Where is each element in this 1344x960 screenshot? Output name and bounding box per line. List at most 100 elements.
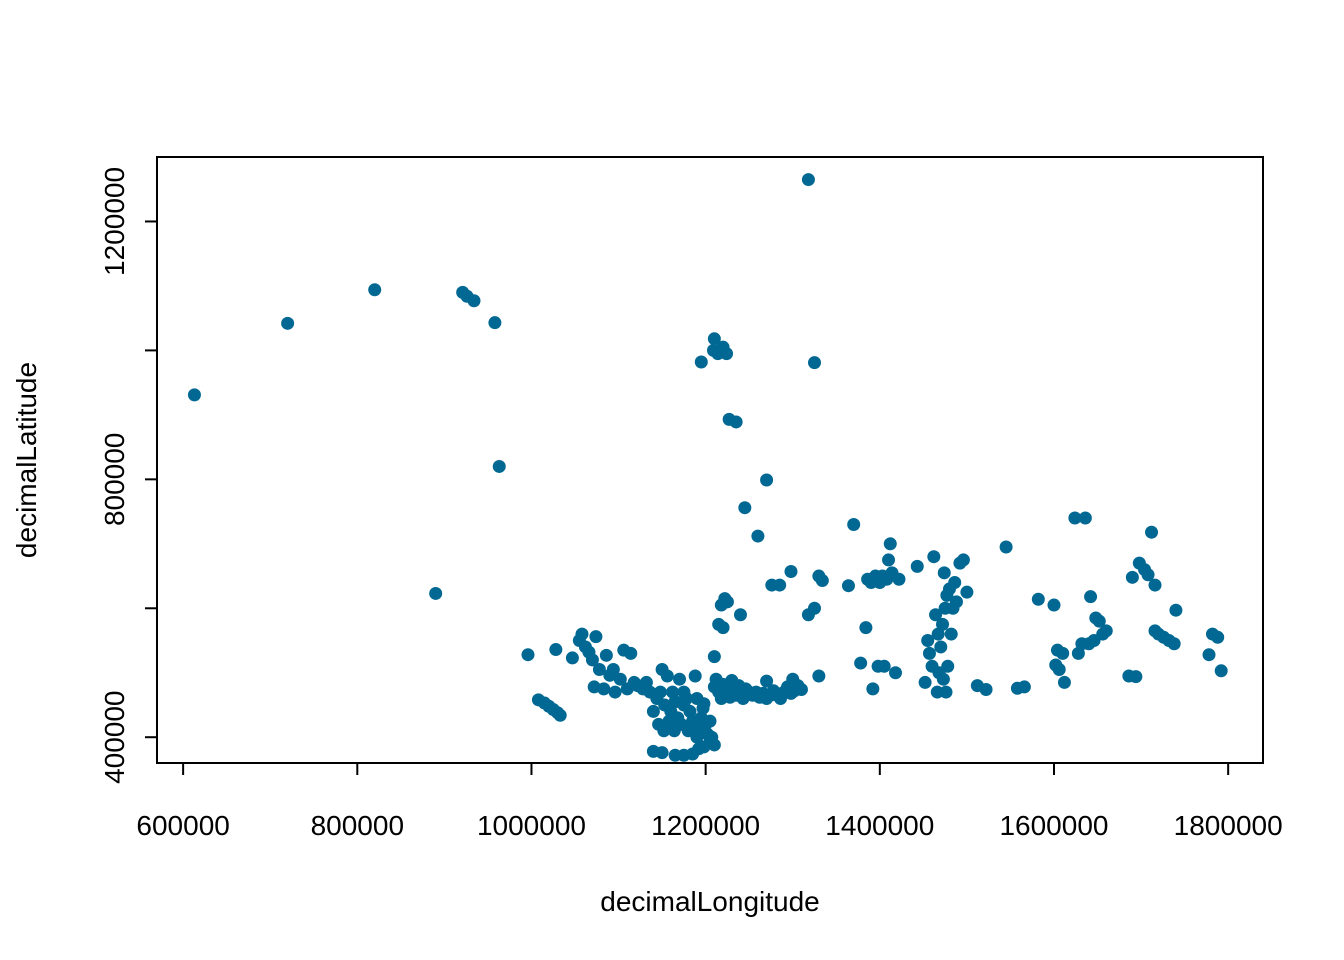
data-point	[707, 332, 721, 346]
data-point	[667, 724, 681, 738]
y-tick-label: 400000	[99, 690, 130, 783]
data-point	[467, 294, 481, 308]
plot-frame	[156, 156, 1264, 764]
data-point	[1099, 624, 1113, 638]
data-point	[948, 575, 962, 589]
y-axis: 400000 800000 1200000	[99, 167, 158, 784]
data-point	[808, 601, 822, 615]
data-point	[646, 704, 660, 718]
data-point	[979, 683, 993, 697]
data-point	[720, 347, 734, 361]
data-point	[815, 574, 829, 588]
data-point	[575, 627, 589, 641]
data-point	[910, 559, 924, 573]
data-point	[1129, 670, 1143, 684]
x-tick-label: 600000	[136, 810, 229, 841]
data-point	[1202, 648, 1216, 662]
data-point	[888, 666, 902, 680]
data-point	[1084, 590, 1098, 604]
data-point	[549, 643, 563, 657]
y-tick-label: 1200000	[99, 167, 130, 276]
data-point	[660, 669, 674, 683]
data-point	[892, 572, 906, 586]
x-axis: 600000 800000 1000000 1200000 1400000 1600000…	[136, 762, 1283, 841]
data-point	[553, 708, 567, 722]
x-tick-label: 1200000	[651, 810, 760, 841]
data-point	[606, 663, 620, 677]
data-point	[927, 550, 941, 564]
data-point	[1056, 646, 1070, 660]
x-tick-label: 1400000	[825, 810, 934, 841]
data-point	[812, 669, 826, 683]
data-point	[956, 553, 970, 567]
data-point	[624, 646, 638, 660]
data-point	[1125, 570, 1139, 584]
data-point	[565, 651, 579, 665]
data-point	[854, 656, 868, 670]
data-point	[941, 659, 955, 673]
data-point	[801, 173, 815, 187]
data-point	[841, 579, 855, 593]
data-point	[585, 653, 599, 667]
data-point	[733, 608, 747, 622]
data-point	[592, 663, 606, 677]
data-point	[760, 674, 774, 688]
data-point	[859, 621, 873, 635]
data-point	[1211, 630, 1225, 644]
data-point	[281, 316, 295, 330]
data-point	[773, 578, 787, 592]
data-point	[1031, 592, 1045, 606]
data-point	[934, 640, 948, 654]
data-point	[716, 621, 730, 635]
data-point	[1052, 663, 1066, 677]
data-point	[613, 672, 627, 686]
data-point	[673, 672, 687, 686]
data-point	[589, 630, 603, 644]
y-axis-title: decimalLatitude	[11, 362, 42, 558]
data-point	[608, 685, 622, 699]
data-point	[784, 565, 798, 579]
data-point	[794, 683, 808, 697]
x-tick-label: 1600000	[999, 810, 1108, 841]
data-point	[847, 517, 861, 531]
data-point	[936, 672, 950, 686]
data-point	[729, 415, 743, 429]
data-point	[1068, 511, 1082, 525]
data-point	[1057, 675, 1071, 689]
data-point	[1148, 578, 1162, 592]
data-point	[655, 746, 669, 760]
data-point	[668, 695, 682, 709]
data-point	[786, 672, 800, 686]
data-point	[949, 595, 963, 609]
data-point	[1214, 664, 1228, 678]
x-tick-label: 1800000	[1174, 810, 1283, 841]
data-point	[488, 316, 502, 330]
data-point	[662, 714, 676, 728]
data-point	[999, 540, 1013, 554]
data-point	[492, 459, 506, 473]
data-point	[521, 648, 535, 662]
data-point	[690, 730, 704, 744]
data-point	[694, 355, 708, 369]
data-point	[877, 659, 891, 673]
y-tick-label: 800000	[99, 433, 130, 526]
data-point	[707, 738, 721, 752]
data-point	[1047, 598, 1061, 612]
data-point	[808, 356, 822, 370]
data-point	[599, 648, 613, 662]
data-point	[944, 627, 958, 641]
data-point	[918, 675, 932, 689]
data-point	[697, 697, 711, 711]
data-point	[939, 685, 953, 699]
data-point	[738, 501, 752, 515]
data-point	[1141, 568, 1155, 582]
data-point	[882, 553, 896, 567]
data-point	[936, 617, 950, 631]
data-point	[931, 627, 945, 641]
data-point	[1169, 603, 1183, 617]
data-point	[657, 724, 671, 738]
data-point	[1078, 511, 1092, 525]
data-point	[760, 473, 774, 487]
data-point	[883, 537, 897, 551]
